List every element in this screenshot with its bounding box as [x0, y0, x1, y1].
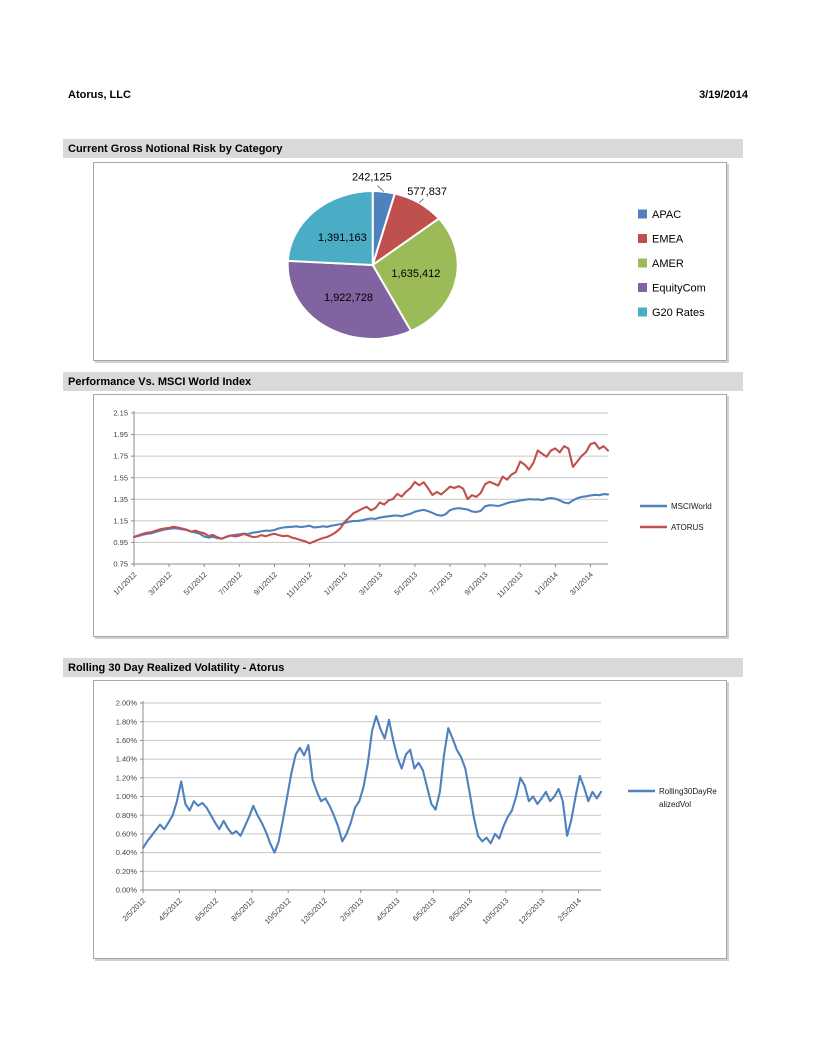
pie-chart-frame: 242,125 577,837 1,635,412 1,922,728 1,391,16… [93, 162, 727, 361]
pie-legend-swatch [638, 209, 647, 219]
series-line-msciworld [132, 493, 610, 540]
x-tick-label: 1/1/2014 [533, 570, 560, 597]
performance-chart-svg: 0.75 0.95 1.15 1.35 1.55 1.75 1.95 2.15 1/1/2012… [111, 409, 712, 600]
legend-label: MSCIWorld [671, 502, 712, 511]
pie-legend-label: EMEA [652, 234, 684, 246]
pie-slice-amer [371, 217, 459, 333]
pie-value-label: 1,635,412 [391, 268, 440, 280]
x-tick-label: 12/5/2013 [517, 896, 547, 926]
pie-legend-label: EquityCom [652, 283, 706, 295]
y-tick-label: 0.00% [116, 886, 138, 895]
y-tick-label: 0.20% [116, 867, 138, 876]
x-tick-label: 7/1/2013 [427, 570, 454, 597]
legend-label: ATORUS [671, 523, 704, 532]
x-tick-label: 2/5/2012 [120, 896, 147, 923]
x-tick-label: 3/1/2014 [568, 570, 595, 597]
pie-value-label: 577,837 [407, 186, 447, 198]
x-tick-label: 10/5/2013 [480, 896, 510, 926]
y-tick-label: 1.20% [116, 773, 138, 782]
x-tick-label: 9/1/2012 [252, 570, 279, 597]
report-date: 3/19/2014 [699, 89, 748, 101]
pie-slice-equitycom [286, 259, 413, 340]
y-tick-label: 1.00% [116, 792, 138, 801]
pie-legend-label: AMER [652, 258, 684, 270]
y-tick-label: 1.60% [116, 736, 138, 745]
x-tick-label: 5/1/2013 [392, 570, 419, 597]
x-tick-label: 5/1/2012 [182, 570, 209, 597]
y-tick-label: 1.55 [113, 473, 128, 482]
x-tick-label: 11/1/2012 [284, 570, 314, 600]
x-tick-label: 12/5/2012 [299, 896, 329, 926]
pie-legend-swatch [638, 283, 647, 292]
volatility-chart-svg: 0.00% 0.20% 0.40% 0.60% 0.80% 1.00% 1.20% 1.40%… [116, 699, 718, 926]
y-tick-label: 1.80% [116, 717, 138, 726]
section-title-pie: Current Gross Notional Risk by Category [63, 139, 743, 158]
pie-legend-label: APAC [652, 209, 681, 221]
x-tick-label: 8/5/2012 [229, 896, 256, 923]
x-tick-label: 3/1/2013 [357, 570, 384, 597]
pie-leader-line [376, 185, 385, 193]
section-title-volatility: Rolling 30 Day Realized Volatility - Ato… [63, 658, 743, 677]
pie-chart-svg: 242,125 577,837 1,635,412 1,922,728 1,391,16… [286, 172, 706, 340]
y-tick-label: 1.35 [113, 495, 128, 504]
x-tick-label: 3/1/2012 [147, 570, 174, 597]
x-tick-label: 1/1/2013 [322, 570, 349, 597]
x-tick-label: 6/5/2012 [193, 896, 220, 923]
x-tick-label: 6/5/2013 [411, 896, 438, 923]
legend-label: alizedVol [659, 800, 691, 809]
x-tick-label: 2/5/2013 [338, 896, 365, 923]
series-line-rolling30dayrealizedvol [141, 715, 603, 854]
x-tick-label: 7/1/2012 [217, 570, 244, 597]
y-tick-label: 2.00% [116, 699, 138, 708]
y-tick-label: 0.40% [116, 848, 138, 857]
y-tick-label: 0.80% [116, 811, 138, 820]
pie-legend-swatch [638, 234, 647, 243]
series-line-atorus [132, 441, 610, 545]
y-tick-label: 0.95 [113, 538, 128, 547]
volatility-chart-frame: 0.00% 0.20% 0.40% 0.60% 0.80% 1.00% 1.20% 1.40%… [93, 680, 727, 959]
pie-legend-swatch [638, 258, 647, 268]
x-tick-label: 1/1/2012 [111, 570, 138, 597]
performance-chart-frame: 0.75 0.95 1.15 1.35 1.55 1.75 1.95 2.15 1/1/2012… [93, 394, 727, 637]
pie-value-label: 1,922,728 [324, 292, 373, 304]
x-tick-label: 9/1/2013 [463, 570, 490, 597]
x-tick-label: 2/5/2014 [556, 896, 583, 923]
x-tick-label: 10/5/2012 [263, 896, 293, 926]
pie-leader-line [418, 198, 424, 204]
x-tick-label: 4/5/2012 [157, 896, 184, 923]
y-tick-label: 1.75 [113, 452, 128, 461]
section-title-performance: Performance Vs. MSCI World Index [63, 372, 743, 391]
y-tick-label: 1.15 [113, 516, 128, 525]
y-tick-label: 1.40% [116, 755, 138, 764]
y-tick-label: 0.60% [116, 830, 138, 839]
pie-value-label: 1,391,163 [318, 232, 367, 244]
x-tick-label: 4/5/2013 [374, 896, 401, 923]
pie-value-label: 242,125 [352, 172, 392, 184]
x-tick-label: 11/1/2013 [495, 570, 525, 600]
y-tick-label: 2.15 [113, 409, 128, 418]
x-tick-label: 8/5/2013 [447, 896, 474, 923]
pie-slice-g20-rates [286, 190, 374, 266]
legend-label: Rolling30DayRe [659, 787, 717, 796]
company-name: Atorus, LLC [68, 89, 131, 101]
y-tick-label: 1.95 [113, 430, 128, 439]
pie-legend-label: G20 Rates [652, 307, 705, 319]
y-tick-label: 0.75 [113, 560, 128, 569]
pie-legend-swatch [638, 307, 647, 317]
